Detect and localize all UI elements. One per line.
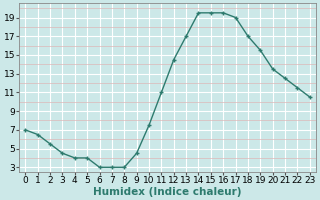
X-axis label: Humidex (Indice chaleur): Humidex (Indice chaleur) [93, 187, 242, 197]
